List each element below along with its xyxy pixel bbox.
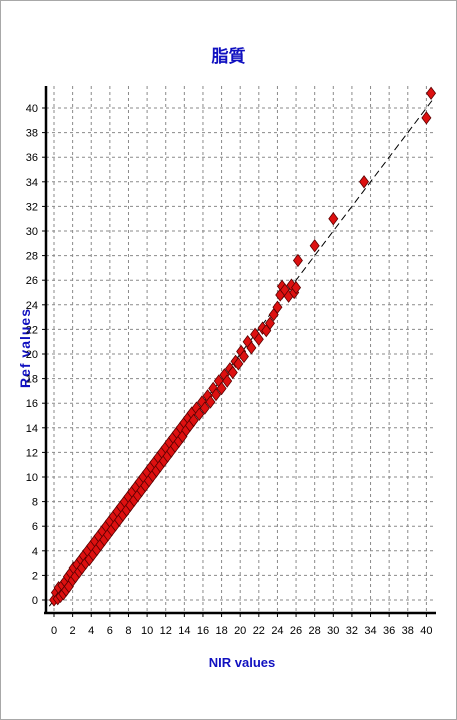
- data-point-90: [222, 374, 233, 388]
- x-tick-label: 28: [309, 625, 321, 637]
- x-tick-label: 34: [364, 625, 376, 637]
- y-tick-label: 34: [26, 177, 38, 189]
- data-point-117: [421, 111, 432, 125]
- data-point-78: [188, 413, 199, 428]
- x-tick-label: 36: [383, 625, 395, 637]
- data-point-116: [359, 175, 370, 189]
- y-tick-label: 38: [26, 128, 38, 140]
- y-tick-label: 12: [26, 447, 38, 459]
- chart-title: 脂質: [211, 47, 246, 67]
- y-tick-label: 10: [26, 472, 38, 484]
- data-point-118: [426, 86, 437, 100]
- x-tick-label: 0: [51, 625, 57, 637]
- data-point-88: [216, 381, 227, 396]
- data-point-80: [194, 407, 205, 421]
- y-tick-label: 36: [26, 152, 38, 164]
- grid-lines: [46, 86, 436, 613]
- y-tick-label: 22: [26, 324, 38, 336]
- y-tick-label: 32: [26, 201, 38, 213]
- x-tick-label: 10: [141, 625, 153, 637]
- data-point-96: [238, 349, 249, 364]
- x-tick-label: 20: [234, 625, 246, 637]
- x-tick-label: 38: [402, 625, 414, 637]
- axes: [42, 86, 436, 617]
- x-tick-label: 14: [178, 625, 190, 637]
- data-point-115: [328, 212, 339, 226]
- y-tick-label: 30: [26, 226, 38, 238]
- data-point-82: [199, 401, 210, 415]
- x-tick-label: 32: [346, 625, 358, 637]
- x-axis-label: NIR values: [208, 655, 276, 670]
- y-tick-label: 26: [26, 275, 38, 287]
- x-tick-label: 30: [327, 625, 339, 637]
- y-tick-label: 24: [26, 300, 38, 312]
- y-tick-label: 16: [26, 398, 38, 410]
- reference-line-y-equals-x: [48, 97, 435, 607]
- y-tick-label: 20: [26, 349, 38, 361]
- data-point-94: [233, 357, 244, 371]
- x-tick-label: 22: [253, 625, 265, 637]
- y-tick-label: 2: [32, 570, 38, 582]
- y-tick-label: 4: [32, 546, 38, 558]
- x-tick-label: 16: [197, 625, 209, 637]
- x-tick-label: 26: [290, 625, 302, 637]
- data-point-92: [227, 365, 238, 380]
- data-point-114: [309, 239, 320, 253]
- data-point-98: [246, 341, 257, 355]
- data-point-103: [264, 316, 275, 330]
- y-tick-label: 8: [32, 497, 38, 509]
- x-tick-label: 24: [271, 625, 283, 637]
- x-tick-label: 40: [420, 625, 432, 637]
- x-tick-label: 2: [70, 625, 76, 637]
- y-tick-label: 28: [26, 251, 38, 263]
- data-point-86: [210, 387, 221, 402]
- y-tick-label: 14: [26, 423, 38, 435]
- data-point-100: [253, 332, 264, 346]
- x-tick-labels: 0 2 4 6 8 10 12 14 16 18 20 22 24 26 28 30 32 34 36 38 40: [51, 625, 433, 637]
- y-tick-label: 0: [32, 595, 38, 607]
- x-tick-label: 8: [125, 625, 131, 637]
- data-point-105: [272, 300, 283, 314]
- x-tick-label: 18: [215, 625, 227, 637]
- x-tick-label: 12: [160, 625, 172, 637]
- x-tick-label: 4: [88, 625, 94, 637]
- data-point-112: [291, 280, 302, 295]
- x-tick-label: 6: [107, 625, 113, 637]
- y-tick-label: 6: [32, 521, 38, 533]
- y-tick-label: 40: [26, 103, 38, 115]
- data-point-84: [205, 395, 216, 409]
- data-points: [49, 86, 437, 607]
- data-point-113: [292, 253, 303, 268]
- y-tick-label: 18: [26, 374, 38, 386]
